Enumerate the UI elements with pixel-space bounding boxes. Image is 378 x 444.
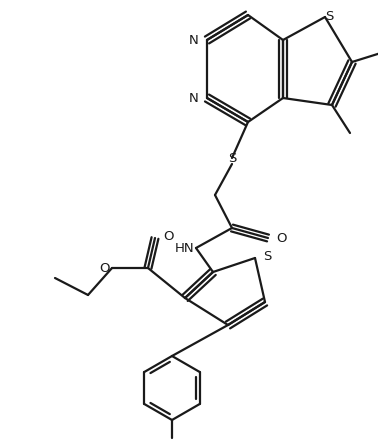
- Text: S: S: [263, 250, 271, 262]
- Text: N: N: [189, 33, 199, 47]
- Text: O: O: [163, 230, 174, 242]
- Text: O: O: [99, 262, 110, 274]
- Text: N: N: [189, 91, 199, 104]
- Text: HN: HN: [174, 242, 194, 254]
- Text: O: O: [276, 231, 287, 245]
- Text: S: S: [228, 151, 236, 164]
- Text: S: S: [325, 11, 333, 24]
